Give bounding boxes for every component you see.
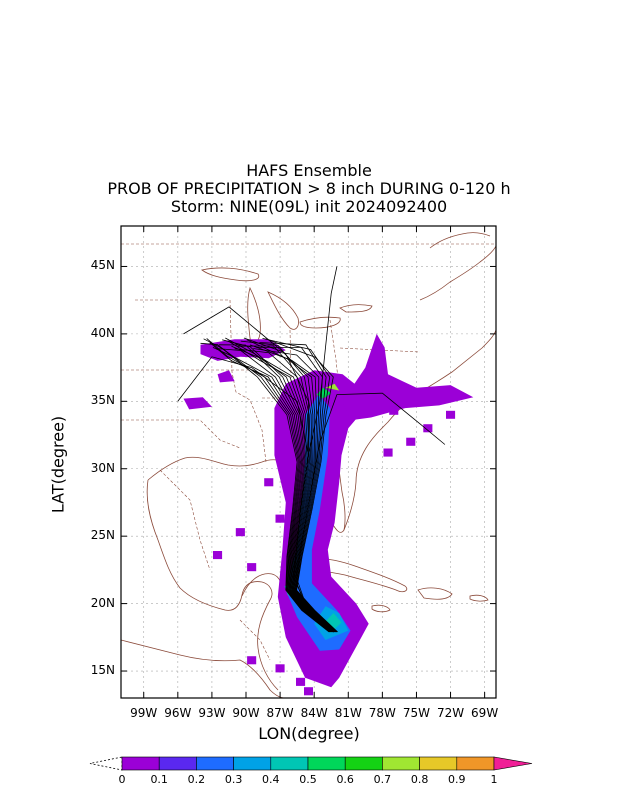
colorbar-label: 0.4 <box>262 773 280 786</box>
prob-0-1-w <box>183 397 212 410</box>
colorbar-swatch <box>233 756 272 771</box>
prob-speck <box>213 551 223 560</box>
ensemble-tracks <box>177 266 446 633</box>
tick-marks <box>121 226 496 698</box>
colorbar-label: 0.1 <box>150 773 168 786</box>
y-tick-label: 35N <box>90 393 115 408</box>
probability-shading <box>183 333 474 696</box>
title-line-2: PROB OF PRECIPITATION > 8 inch DURING 0-… <box>107 179 511 198</box>
colorbar-swatch <box>382 756 420 771</box>
colorbar-swatch <box>196 756 234 771</box>
prob-0-1-ne <box>342 333 474 421</box>
prob-speck <box>423 424 433 433</box>
ensemble-track <box>237 345 335 633</box>
colorbar-swatch <box>270 756 309 771</box>
x-tick-label: 69W <box>471 706 499 720</box>
ensemble-track <box>177 356 334 633</box>
x-tick-label: 93W <box>198 706 226 720</box>
colorbar-swatch <box>344 756 383 771</box>
colorbar-label: 1 <box>490 773 498 786</box>
colorbar-label: 0.9 <box>448 773 466 786</box>
ensemble-track <box>246 339 336 633</box>
colorbar-swatch <box>121 756 160 771</box>
colorbar-min-arrow <box>89 756 123 771</box>
ensemble-track <box>265 338 338 633</box>
x-tick-label: 96W <box>164 706 192 720</box>
ensemble-track <box>212 347 331 633</box>
ensemble-track <box>225 337 333 633</box>
prob-speck <box>264 478 274 487</box>
title-line-3: Storm: NINE(09L) init 2024092400 <box>170 197 448 216</box>
y-tick-label: 30N <box>90 460 115 475</box>
ensemble-track <box>262 338 338 633</box>
x-tick-label: 87W <box>266 706 294 720</box>
prob-speck <box>406 437 416 446</box>
prob-speck <box>366 390 376 399</box>
ensemble-track <box>231 345 334 633</box>
prob-speck <box>296 677 306 686</box>
ensemble-track <box>209 342 331 633</box>
prob-speck <box>389 406 399 415</box>
colorbar-swatch <box>419 756 458 771</box>
y-tick-label: 40N <box>90 325 115 340</box>
prob-speck <box>275 514 285 523</box>
prob-0-1-w2 <box>217 370 235 383</box>
colorbar-label: 0.2 <box>187 773 206 786</box>
ensemble-track <box>222 339 333 633</box>
ensemble-track <box>200 342 330 633</box>
x-tick-label: 75W <box>402 706 431 720</box>
map-plot-area <box>121 226 496 698</box>
ensemble-track <box>234 348 334 633</box>
ensemble-track <box>203 338 330 633</box>
title-line-1: HAFS Ensemble <box>246 161 372 180</box>
colorbar-swatch <box>307 756 346 771</box>
colorbar-label: 0.8 <box>410 773 429 786</box>
ensemble-track <box>243 337 335 633</box>
map-frame <box>120 225 497 699</box>
x-tick-label: 78W <box>368 706 396 720</box>
ensemble-track <box>206 338 331 633</box>
colorbar-label: 0.3 <box>224 773 243 786</box>
prob-speck <box>383 448 393 457</box>
x-tick-label: 84W <box>300 706 328 720</box>
colorbar-label: 0.6 <box>336 773 354 786</box>
ensemble-track <box>240 340 335 633</box>
prob-speck <box>247 563 257 572</box>
prob-speck <box>275 664 285 673</box>
colorbar-label: 0.7 <box>373 773 392 786</box>
x-tick-label: 99W <box>130 706 158 720</box>
colorbar-swatch <box>158 756 197 771</box>
y-tick-label: 15N <box>90 663 115 678</box>
y-tick-label: 25N <box>90 528 115 543</box>
prob-speck <box>247 656 257 665</box>
prob-speck <box>446 410 456 419</box>
colorbar-max-arrow <box>493 756 533 771</box>
x-tick-label: 81W <box>334 706 362 720</box>
colorbar-label: 0 <box>118 773 126 786</box>
y-tick-label: 20N <box>90 595 115 610</box>
x-tick-label: 72W <box>436 706 465 720</box>
ensemble-track <box>219 344 332 633</box>
prob-speck <box>304 687 313 696</box>
prob-speck <box>235 528 245 537</box>
ensemble-track <box>215 348 332 633</box>
y-tick-label: 45N <box>90 258 115 273</box>
y-axis-label: LAT(degree) <box>48 415 68 514</box>
prob-2-3 <box>285 394 351 651</box>
colorbar <box>89 756 533 771</box>
colorbar-swatch <box>456 756 495 771</box>
colorbar-label: 0.5 <box>299 773 317 786</box>
prob-7-8 <box>325 383 340 391</box>
ensemble-track <box>295 392 446 633</box>
x-tick-label: 90W <box>232 706 260 720</box>
x-axis-label: LON(degree) <box>258 724 360 743</box>
